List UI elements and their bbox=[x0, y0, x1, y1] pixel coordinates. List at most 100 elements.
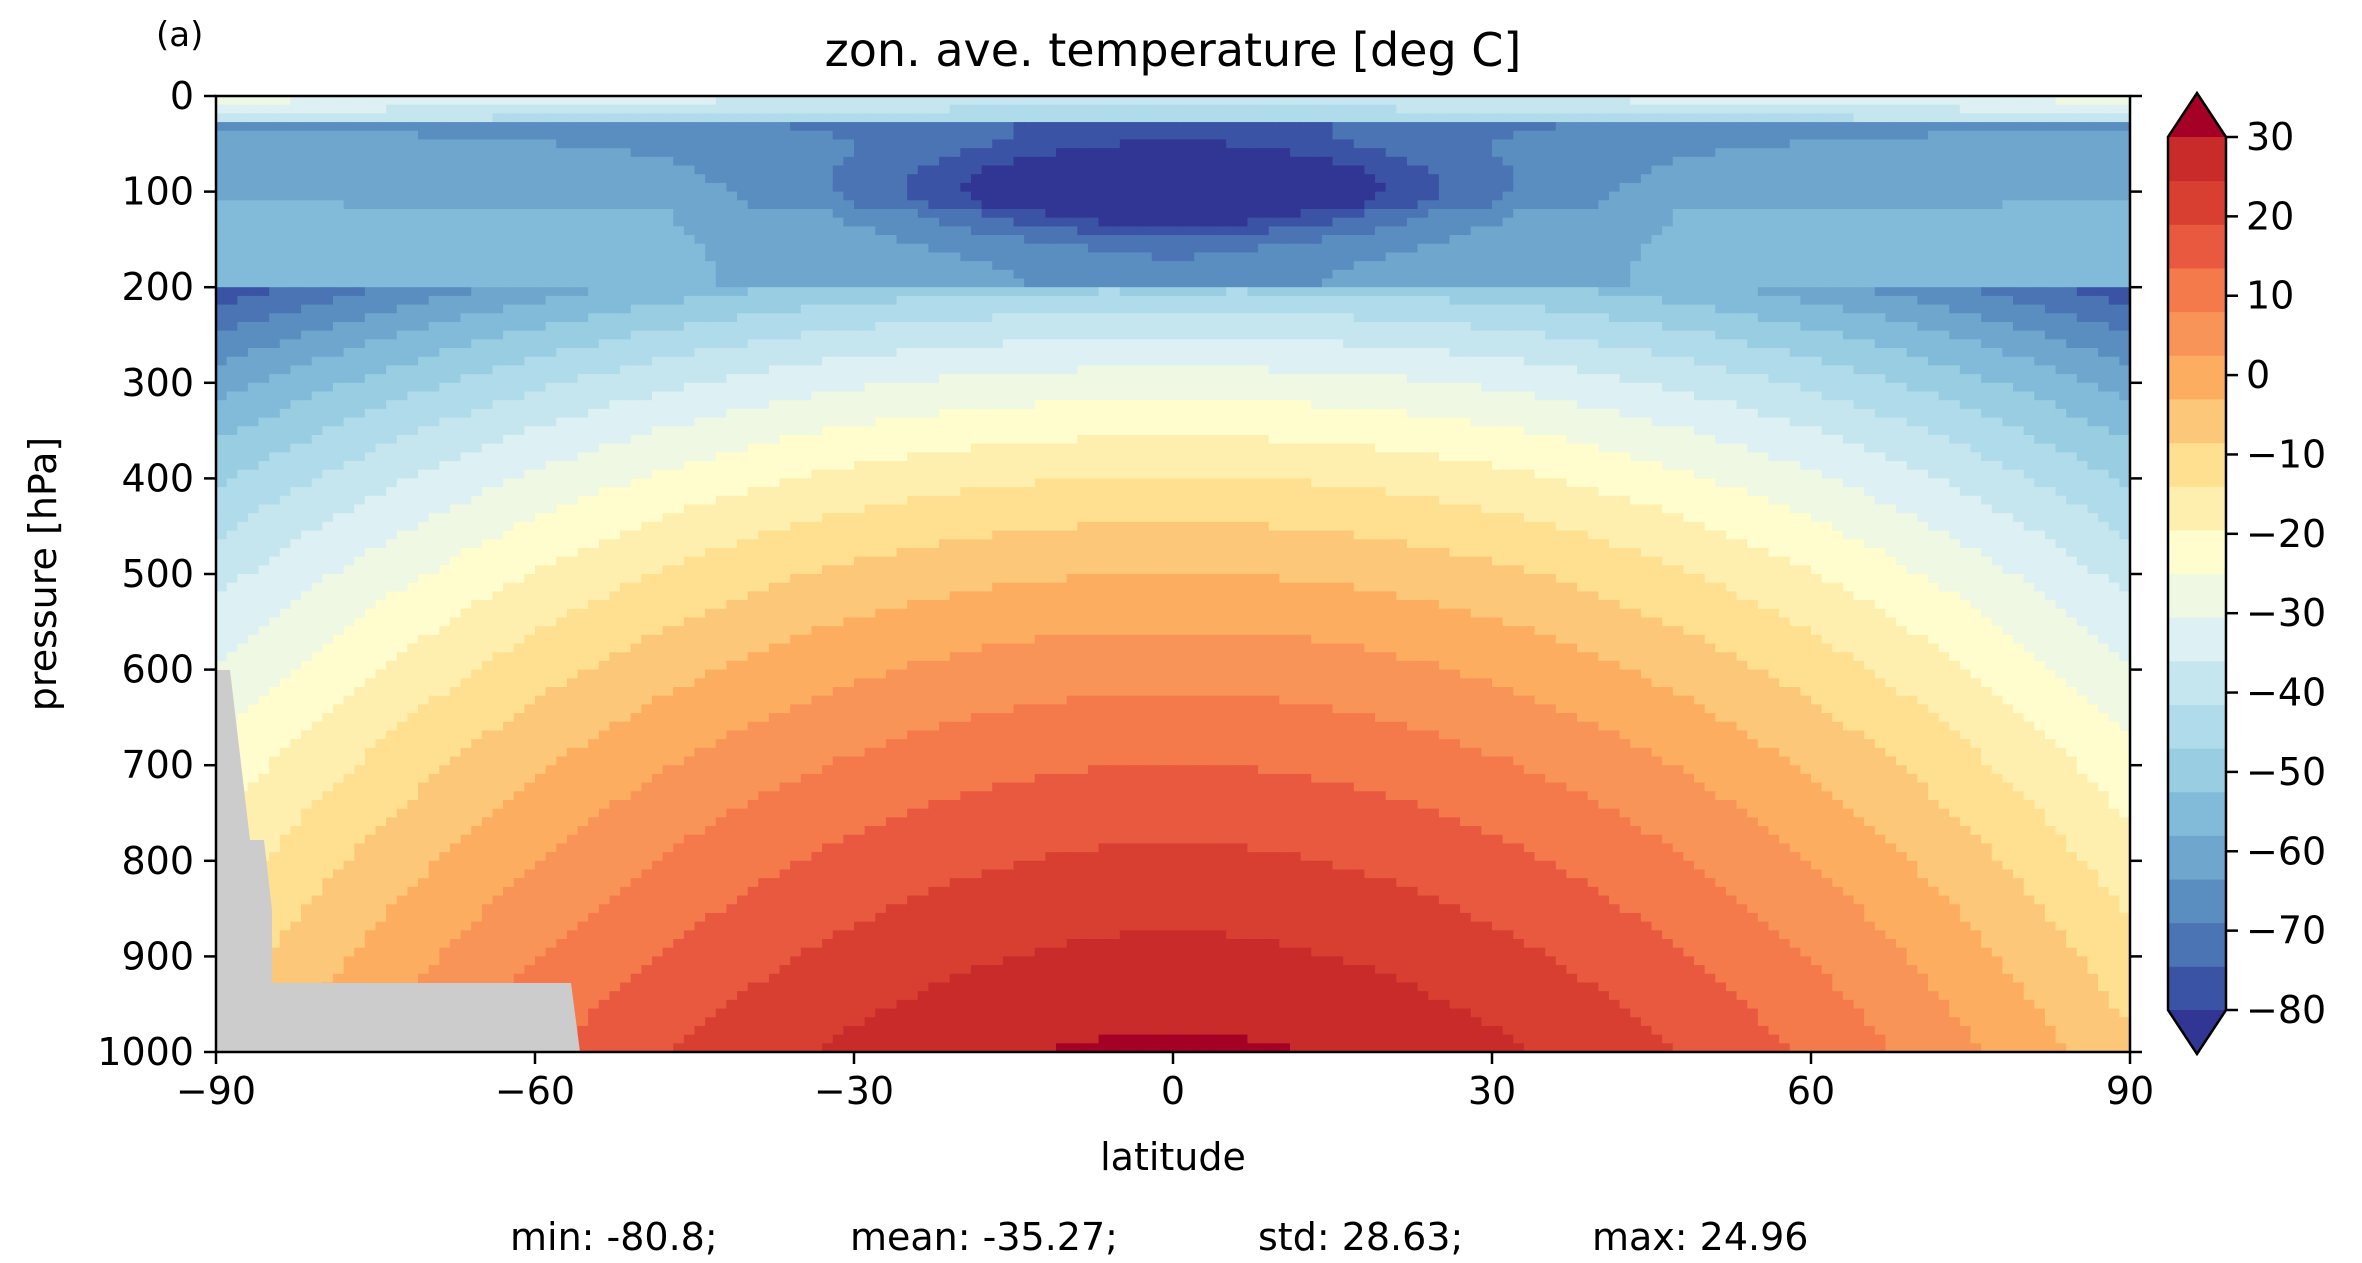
contour-cell bbox=[1162, 191, 1174, 201]
contour-cell bbox=[588, 217, 600, 227]
contour-cell bbox=[1640, 130, 1653, 141]
contour-cell bbox=[1470, 330, 1482, 340]
contour-cell bbox=[269, 174, 281, 184]
contour-cell bbox=[1417, 330, 1429, 340]
contour-cell bbox=[1927, 217, 1940, 227]
contour-cell bbox=[1470, 235, 1482, 245]
contour-cell bbox=[737, 217, 749, 227]
contour-cell bbox=[2013, 269, 2025, 280]
contour-cell bbox=[641, 104, 653, 114]
contour-cell bbox=[949, 287, 961, 297]
contour-cell bbox=[1789, 226, 1801, 236]
contour-cell bbox=[1789, 313, 1801, 323]
contour-cell bbox=[1704, 235, 1716, 245]
contour-cell bbox=[1917, 235, 1929, 245]
contour-cell bbox=[492, 261, 504, 271]
contour-cell bbox=[1832, 191, 1844, 201]
contour-cell bbox=[301, 139, 313, 149]
contour-cell bbox=[1545, 321, 1557, 332]
contour-cell bbox=[1438, 165, 1451, 175]
contour-cell bbox=[1949, 278, 1961, 288]
contour-cell bbox=[885, 313, 898, 323]
contour-cell bbox=[1598, 235, 1610, 245]
contour-cell bbox=[364, 208, 377, 219]
contour-cell bbox=[1183, 156, 1195, 167]
contour-cell bbox=[1364, 330, 1376, 340]
contour-cell bbox=[1321, 278, 1334, 288]
contour-cell bbox=[1024, 295, 1036, 306]
contour-cell bbox=[1268, 321, 1280, 332]
contour-cell bbox=[354, 321, 366, 332]
contour-cell bbox=[1747, 139, 1759, 149]
contour-cell bbox=[1864, 130, 1876, 141]
contour-cell bbox=[1704, 165, 1716, 175]
contour-cell bbox=[1024, 287, 1036, 297]
contour-cell bbox=[269, 252, 281, 262]
contour-cell bbox=[343, 269, 355, 280]
contour-cell bbox=[885, 261, 898, 271]
contour-cell bbox=[907, 174, 919, 184]
contour-cell bbox=[2002, 165, 2014, 175]
contour-cell bbox=[1013, 321, 1025, 332]
contour-cell bbox=[1874, 174, 1887, 184]
contour-cell bbox=[960, 156, 972, 167]
contour-cell bbox=[375, 122, 387, 132]
contour-cell bbox=[1832, 208, 1844, 219]
contour-cell bbox=[651, 261, 664, 271]
contour-cell bbox=[885, 269, 898, 280]
contour-cell bbox=[1651, 278, 1663, 288]
contour-cell bbox=[1226, 226, 1238, 236]
contour-cell bbox=[1311, 104, 1323, 114]
contour-cell bbox=[662, 330, 674, 340]
contour-cell bbox=[386, 191, 398, 201]
contour-cell bbox=[1300, 295, 1312, 306]
contour-cell bbox=[1577, 261, 1589, 271]
contour-cell bbox=[2013, 252, 2025, 262]
contour-cell bbox=[524, 217, 536, 227]
contour-cell bbox=[556, 104, 568, 114]
contour-cell bbox=[1577, 200, 1589, 210]
contour-cell bbox=[981, 122, 993, 132]
contour-cell bbox=[620, 321, 632, 332]
contour-cell bbox=[428, 295, 440, 306]
contour-cell bbox=[535, 235, 547, 245]
contour-cell bbox=[1343, 304, 1355, 314]
contour-cell bbox=[928, 96, 940, 106]
contour-cell bbox=[1204, 261, 1217, 271]
contour-cell bbox=[354, 130, 366, 141]
contour-cell bbox=[1938, 200, 1950, 210]
contour-cell bbox=[1672, 261, 1684, 271]
contour-cell bbox=[2002, 104, 2014, 114]
contour-cell bbox=[2076, 226, 2089, 236]
contour-cell bbox=[492, 165, 504, 175]
contour-cell bbox=[1672, 243, 1684, 254]
contour-cell bbox=[1566, 330, 1578, 340]
contour-cell bbox=[992, 243, 1004, 254]
contour-cell bbox=[737, 235, 749, 245]
contour-cell bbox=[1151, 313, 1163, 323]
contour-cell bbox=[247, 165, 260, 175]
contour-cell bbox=[1204, 96, 1217, 106]
contour-cell bbox=[1800, 261, 1812, 271]
contour-cell bbox=[747, 156, 759, 167]
contour-cell bbox=[960, 217, 972, 227]
contour-cell bbox=[1587, 304, 1599, 314]
contour-cell bbox=[418, 148, 430, 158]
contour-cell bbox=[1077, 278, 1089, 288]
contour-cell bbox=[354, 104, 366, 114]
contour-cell bbox=[1768, 113, 1780, 123]
contour-cell bbox=[226, 122, 238, 132]
contour-cell bbox=[1364, 235, 1376, 245]
contour-cell bbox=[428, 113, 440, 123]
contour-cell bbox=[577, 269, 589, 280]
contour-cell bbox=[1247, 252, 1259, 262]
contour-cell bbox=[1194, 226, 1206, 236]
contour-cell bbox=[513, 139, 525, 149]
contour-cell bbox=[1885, 304, 1897, 314]
contour-cell bbox=[503, 200, 515, 210]
contour-cell bbox=[683, 243, 696, 254]
contour-cell bbox=[1321, 182, 1334, 193]
contour-cell bbox=[864, 278, 876, 288]
contour-cell bbox=[1045, 295, 1057, 306]
contour-cell bbox=[1173, 287, 1185, 297]
